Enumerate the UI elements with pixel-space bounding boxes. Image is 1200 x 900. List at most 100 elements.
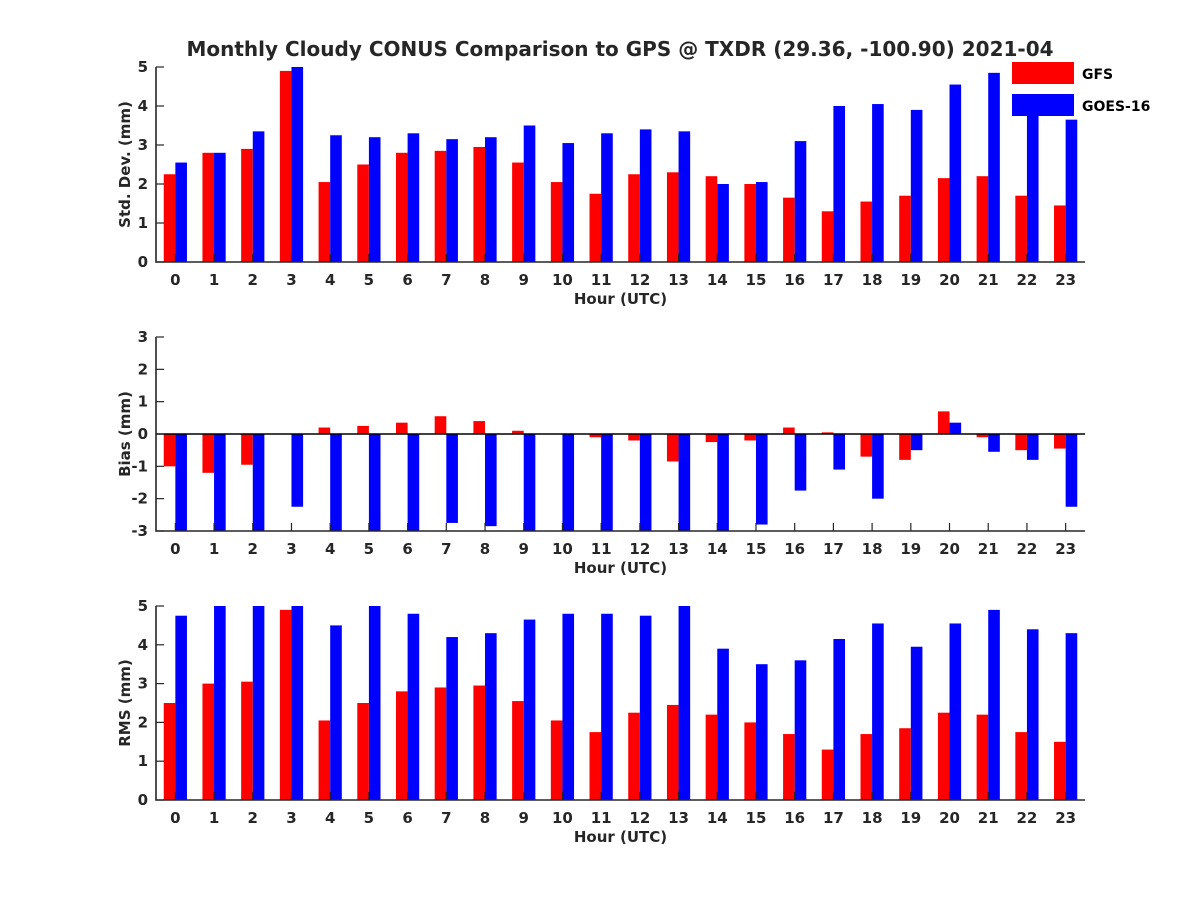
bias-y-tick-label: -3 [131, 522, 148, 540]
bias-bar-goes-16-12 [639, 434, 652, 531]
std-dev-bar-goes-16-9 [523, 125, 536, 262]
rms-bar-goes-16-23 [1065, 633, 1078, 800]
std-dev-x-tick-label: 11 [591, 271, 612, 289]
std-dev-bar-goes-16-12 [639, 129, 652, 262]
rms-bar-goes-16-4 [330, 625, 342, 800]
std-dev-bar-goes-16-8 [485, 137, 497, 262]
std-dev-bar-goes-16-3 [291, 67, 304, 262]
rms-bar-goes-16-22 [1026, 629, 1039, 800]
rms-bar-gfs-0 [163, 703, 176, 800]
std-dev-bar-gfs-4 [318, 182, 331, 262]
legend-swatch-goes-16 [1012, 94, 1074, 116]
std-dev-bar-gfs-3 [279, 70, 292, 263]
std-dev-x-tick-label: 20 [939, 271, 960, 289]
bias-x-tick-label: 5 [364, 540, 374, 558]
bias-bar-goes-16-22 [1026, 434, 1039, 460]
bias-y-tick-label: 1 [138, 393, 148, 411]
std-dev-bar-gfs-20 [937, 178, 950, 262]
rms-bar-gfs-21 [976, 714, 989, 800]
std-dev-bar-goes-16-18 [872, 104, 884, 262]
rms-x-tick-label: 4 [325, 809, 335, 827]
bias-x-tick-label: 16 [784, 540, 805, 558]
bias-x-tick-label: 2 [248, 540, 258, 558]
bias-x-tick-label: 21 [978, 540, 999, 558]
rms-bar-goes-16-6 [407, 613, 420, 800]
legend-label-gfs: GFS [1082, 67, 1113, 83]
bias-bar-gfs-14 [705, 434, 718, 443]
rms-bar-gfs-16 [783, 734, 795, 800]
rms-bar-goes-16-15 [755, 664, 768, 800]
bias-bar-gfs-7 [434, 416, 447, 434]
std-dev-bar-gfs-15 [744, 184, 756, 262]
bias-bar-goes-16-1 [214, 434, 226, 531]
std-dev-bar-gfs-18 [860, 201, 873, 262]
rms-bar-gfs-3 [279, 609, 292, 800]
rms-x-tick-label: 1 [209, 809, 219, 827]
bias-bar-gfs-1 [202, 434, 215, 473]
bias-bar-gfs-4 [318, 427, 331, 434]
std-dev-bar-gfs-13 [666, 172, 679, 262]
bias-bar-gfs-18 [860, 434, 873, 457]
std-dev-bar-goes-16-13 [678, 131, 691, 262]
bias-bar-goes-16-2 [252, 434, 265, 531]
std-dev-bar-goes-16-15 [755, 182, 768, 262]
bias-bar-goes-16-6 [407, 434, 420, 531]
bias-bar-gfs-13 [666, 434, 679, 462]
bias-x-tick-label: 0 [170, 540, 180, 558]
std-dev-bar-gfs-8 [473, 146, 486, 262]
bias-y-tick-label: 2 [138, 360, 148, 378]
rms-bar-gfs-14 [705, 714, 718, 800]
rms-x-tick-label: 9 [519, 809, 529, 827]
bias-x-tick-label: 11 [591, 540, 612, 558]
rms-bar-goes-16-3 [291, 606, 304, 800]
bias-bar-gfs-20 [937, 411, 950, 434]
bias-bar-goes-16-17 [833, 434, 846, 470]
std-dev-bar-gfs-0 [163, 174, 176, 262]
rms-x-tick-label: 16 [784, 809, 805, 827]
std-dev-x-tick-label: 10 [552, 271, 573, 289]
rms-bar-goes-16-9 [523, 619, 536, 800]
bias-bar-gfs-6 [395, 422, 408, 434]
rms-bar-gfs-19 [899, 728, 911, 800]
bias-bar-goes-16-10 [562, 434, 575, 531]
bias-bar-gfs-16 [783, 427, 795, 434]
std-dev-y-tick-label: 5 [138, 58, 148, 76]
rms-y-tick-label: 3 [138, 675, 148, 693]
std-dev-x-tick-label: 0 [170, 271, 180, 289]
rms-bar-goes-16-2 [252, 606, 265, 800]
std-dev-bar-gfs-12 [628, 174, 640, 262]
rms-bar-gfs-11 [589, 732, 602, 800]
bias-x-tick-label: 12 [629, 540, 650, 558]
legend-label-goes-16: GOES-16 [1082, 99, 1150, 115]
std-dev-bar-gfs-1 [202, 152, 215, 262]
rms-bar-goes-16-19 [910, 646, 923, 800]
std-dev-x-tick-label: 8 [480, 271, 490, 289]
bias-bar-goes-16-11 [601, 434, 613, 531]
std-dev-x-tick-label: 18 [862, 271, 883, 289]
std-dev-bar-gfs-5 [357, 164, 369, 262]
bias-bar-goes-16-19 [910, 434, 923, 451]
std-dev-x-tick-label: 12 [629, 271, 650, 289]
bias-bar-goes-16-14 [717, 434, 729, 531]
legend-swatch-gfs [1012, 62, 1074, 84]
std-dev-bar-gfs-6 [395, 152, 408, 262]
rms-x-tick-label: 23 [1055, 809, 1076, 827]
rms-bar-gfs-10 [550, 720, 563, 800]
rms-bar-goes-16-10 [562, 613, 575, 800]
rms-x-tick-label: 11 [591, 809, 612, 827]
bias-bar-gfs-22 [1015, 434, 1027, 451]
rms-x-tick-label: 10 [552, 809, 573, 827]
bias-bar-goes-16-4 [330, 434, 342, 531]
std-dev-x-tick-label: 23 [1055, 271, 1076, 289]
std-dev-bar-gfs-23 [1054, 205, 1066, 262]
std-dev-x-tick-label: 3 [286, 271, 296, 289]
rms-bar-goes-16-20 [949, 623, 962, 800]
bias-bar-gfs-8 [473, 421, 486, 434]
std-dev-x-tick-label: 6 [402, 271, 412, 289]
rms-bar-gfs-1 [202, 683, 215, 800]
rms-bar-goes-16-11 [601, 613, 613, 800]
bias-x-tick-label: 6 [402, 540, 412, 558]
std-dev-bar-gfs-7 [434, 150, 447, 262]
bias-bar-gfs-15 [744, 434, 756, 441]
bias-x-tick-label: 23 [1055, 540, 1076, 558]
